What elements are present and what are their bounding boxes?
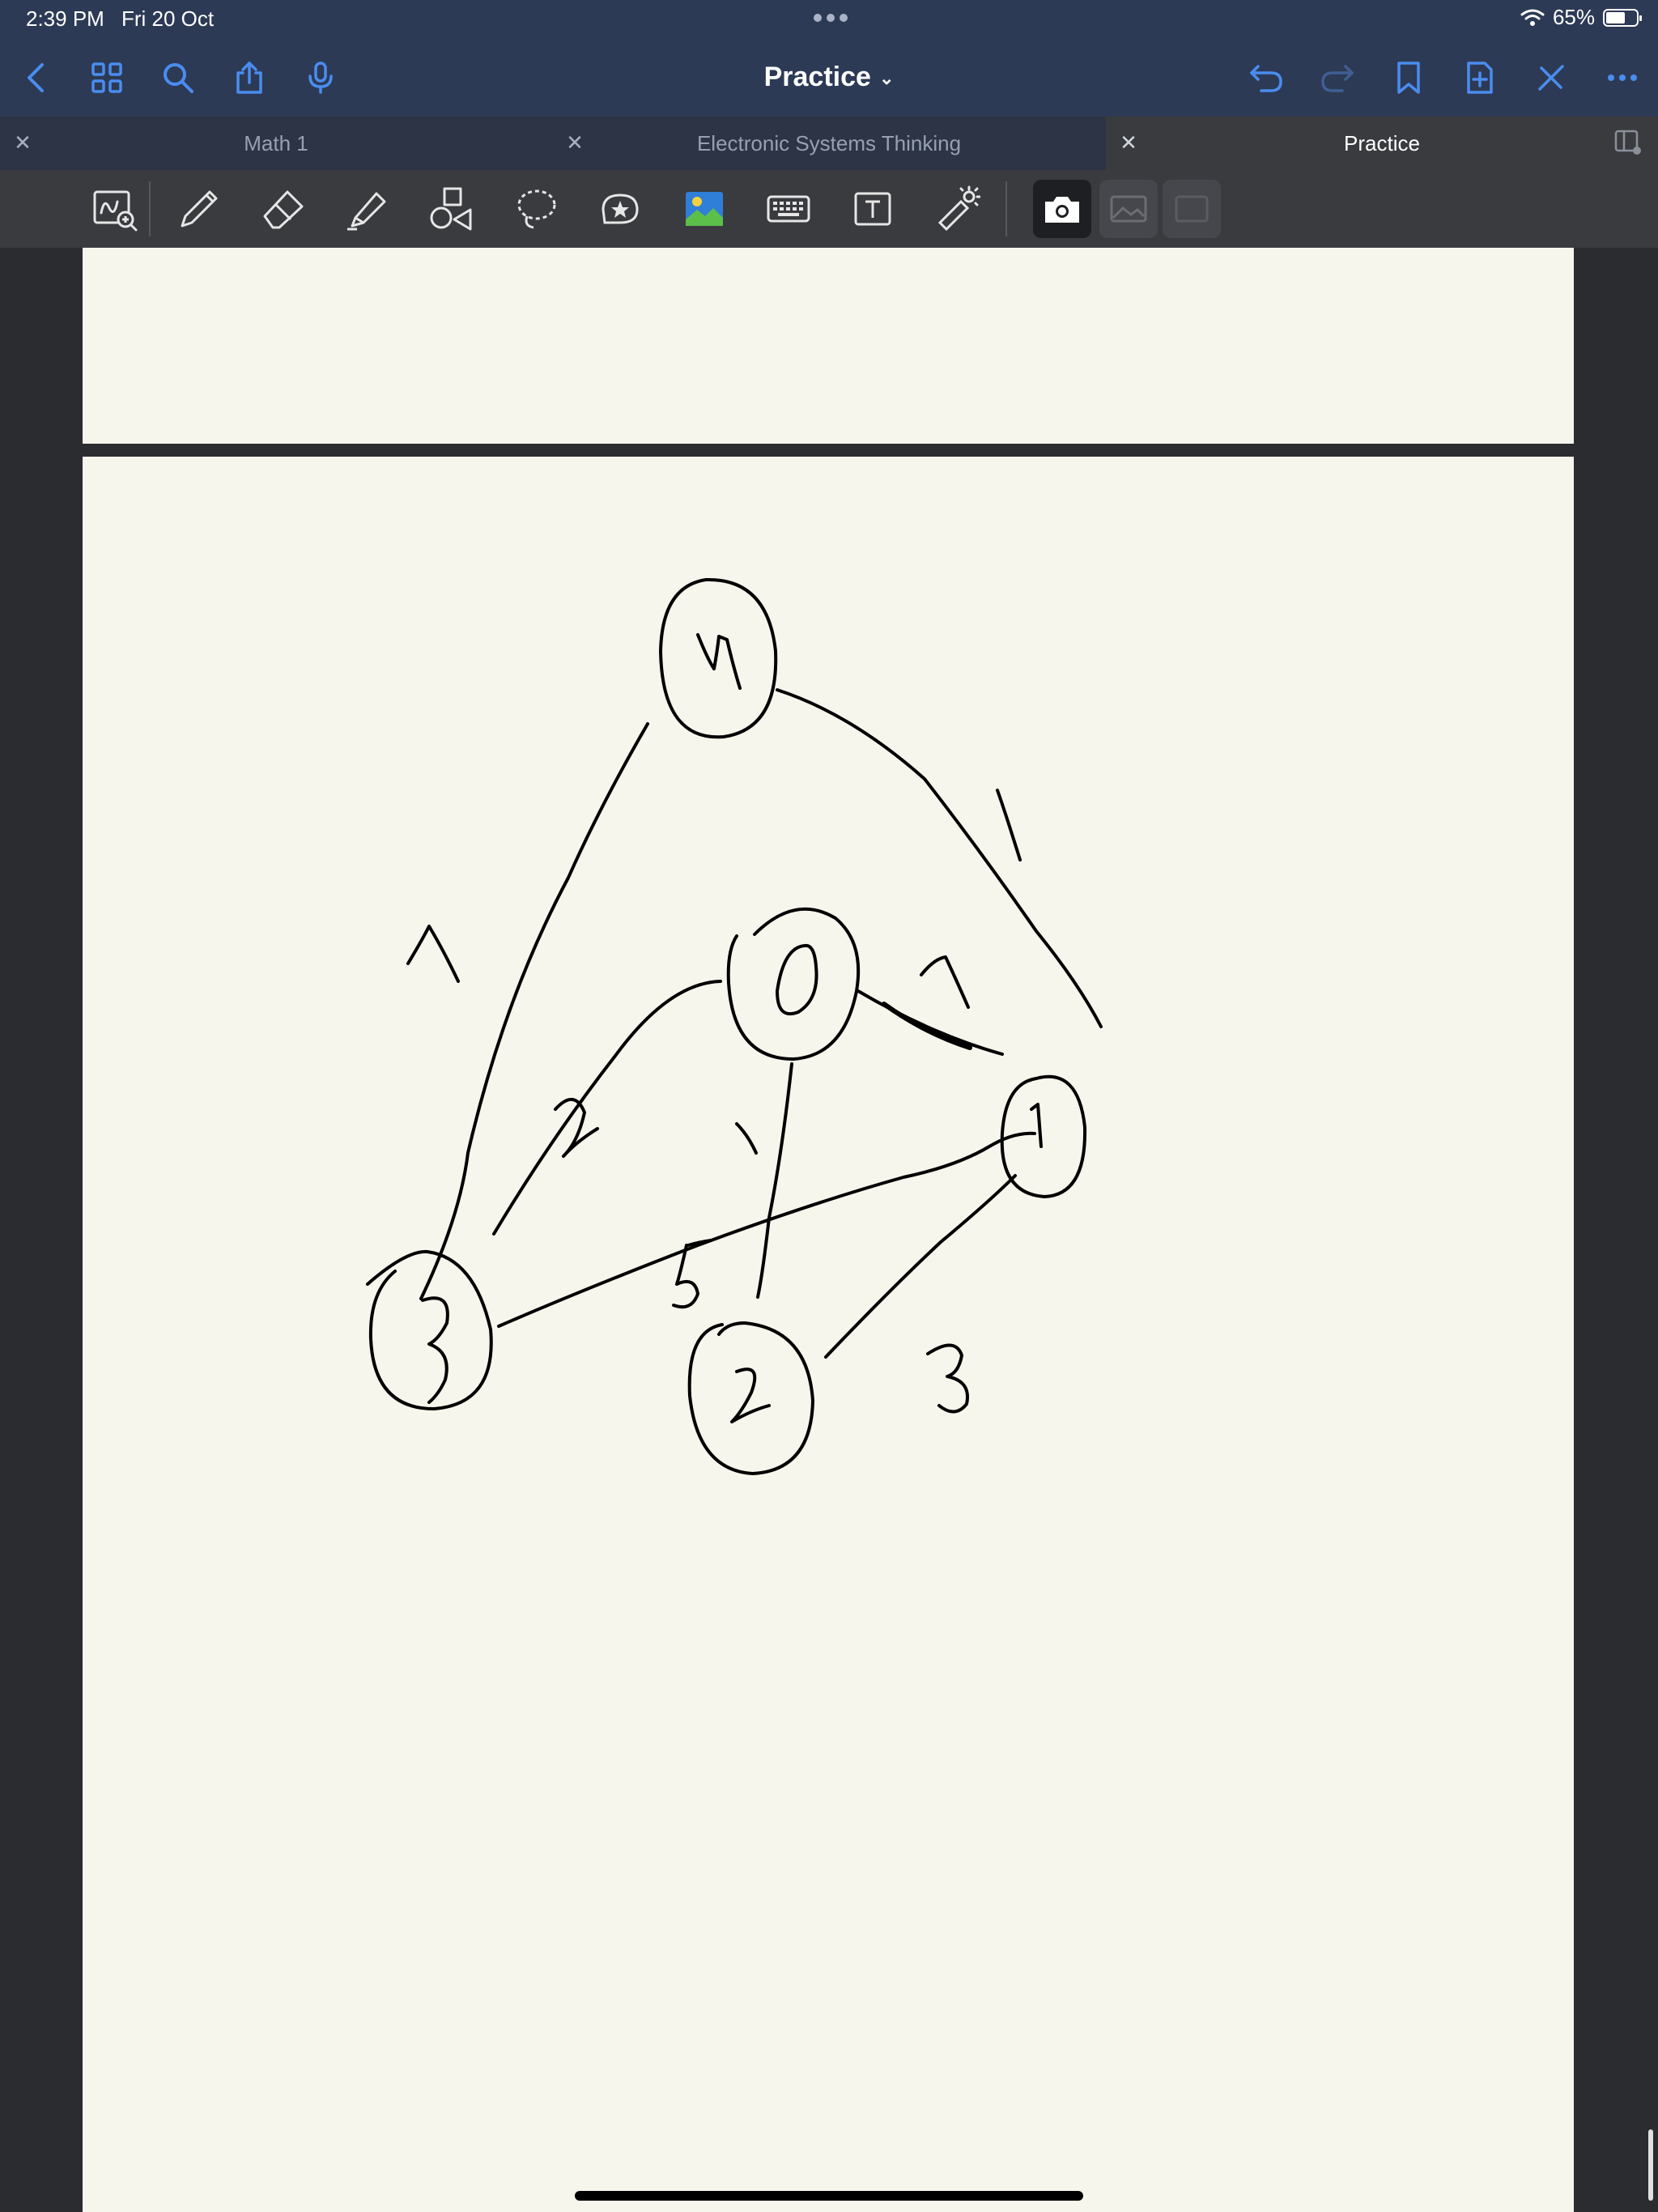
shapes-icon[interactable]	[426, 183, 478, 235]
graph-edges	[419, 688, 1103, 1359]
bookmark-icon[interactable]	[1388, 57, 1430, 99]
scan-icon[interactable]	[1163, 180, 1221, 238]
edge-0-1	[857, 989, 1004, 1056]
edge-0-1-overstroke	[882, 1002, 972, 1050]
navigation-bar: Practice ⌄	[0, 39, 1658, 117]
back-icon[interactable]	[16, 57, 58, 99]
edge-4-1	[776, 688, 1103, 1028]
tab-bar: ✕ Math 1 ✕ Electronic Systems Thinking P…	[0, 117, 1658, 170]
close-tab-electronic-systems-thinking-icon[interactable]: ✕	[566, 130, 584, 155]
close-tab-practice-icon[interactable]: ✕	[1120, 130, 1137, 155]
microphone-icon[interactable]	[300, 57, 342, 99]
close-pen-mode-icon[interactable]	[1530, 57, 1572, 99]
handwritten-graph-drawing	[366, 577, 1103, 1475]
tab-electronic-systems-thinking[interactable]: Electronic Systems Thinking	[552, 117, 1106, 170]
battery-percentage: 65%	[1552, 5, 1595, 29]
tab-label: Practice	[1344, 130, 1420, 155]
edge-weight-labels	[406, 789, 1022, 1414]
laser-pointer-icon[interactable]	[931, 183, 983, 235]
elements-icon[interactable]	[594, 183, 646, 235]
home-indicator[interactable]	[575, 2191, 1083, 2201]
battery-icon	[1603, 8, 1642, 27]
notebook-page-previous[interactable]	[83, 248, 1574, 444]
graph-node-3	[366, 1249, 493, 1410]
status-time: 2:39 PM	[26, 6, 104, 31]
share-icon[interactable]	[228, 57, 270, 99]
weight-label-3-1	[672, 1239, 712, 1309]
edge-4-3	[419, 722, 649, 1300]
weight-label-4-3	[406, 925, 460, 983]
camera-icon[interactable]	[1033, 180, 1091, 238]
multitasking-dots-icon[interactable]	[811, 11, 850, 26]
scroll-indicator[interactable]	[1648, 2129, 1653, 2201]
wifi-icon	[1520, 9, 1545, 26]
weight-label-0-2	[735, 1122, 758, 1155]
split-view-icon[interactable]	[1614, 130, 1642, 160]
undo-icon[interactable]	[1245, 57, 1287, 99]
weight-label-0-1	[920, 955, 970, 1009]
edge-3-1	[497, 1131, 1036, 1328]
image-icon[interactable]	[678, 183, 730, 235]
graph-node-0	[726, 907, 861, 1061]
status-date: Fri 20 Oct	[121, 6, 215, 31]
notebook-page[interactable]	[83, 457, 1574, 2212]
weight-label-4-1	[996, 789, 1022, 861]
document-title-label: Practice	[763, 62, 871, 92]
graph-node-2	[687, 1321, 814, 1475]
edge-0-2	[756, 1062, 793, 1299]
graph-node-4	[659, 577, 778, 739]
pen-icon[interactable]	[173, 183, 225, 235]
edge-0-3	[492, 980, 722, 1236]
tab-practice[interactable]: Practice	[1106, 117, 1658, 170]
search-icon[interactable]	[157, 57, 199, 99]
eraser-icon[interactable]	[257, 183, 309, 235]
tab-label: Electronic Systems Thinking	[696, 130, 962, 155]
grid-view-icon[interactable]	[86, 57, 128, 99]
text-box-icon[interactable]	[847, 183, 899, 235]
chevron-down-icon: ⌄	[878, 68, 895, 89]
tab-label: Math 1	[244, 130, 308, 155]
lasso-icon[interactable]	[510, 183, 562, 235]
keyboard-icon[interactable]	[763, 183, 814, 235]
status-right: 65%	[1520, 5, 1642, 30]
highlighter-icon[interactable]	[342, 183, 393, 235]
zoom-box-icon[interactable]	[89, 183, 141, 235]
weight-label-0-3	[554, 1098, 599, 1158]
add-page-icon[interactable]	[1459, 57, 1501, 99]
redo-icon[interactable]	[1316, 57, 1358, 99]
document-title[interactable]: Practice ⌄	[0, 62, 1658, 93]
status-bar: 2:39 PM Fri 20 Oct 65%	[0, 0, 1658, 39]
edge-2-1	[824, 1174, 1017, 1359]
graph-node-1	[1000, 1074, 1087, 1198]
close-tab-math-1-icon[interactable]: ✕	[14, 130, 32, 155]
weight-label-2-1	[926, 1343, 969, 1414]
drawing-toolbar	[0, 170, 1658, 248]
tab-math-1[interactable]: Math 1	[0, 117, 552, 170]
photo-library-icon[interactable]	[1099, 180, 1158, 238]
more-options-icon[interactable]	[1601, 57, 1643, 99]
